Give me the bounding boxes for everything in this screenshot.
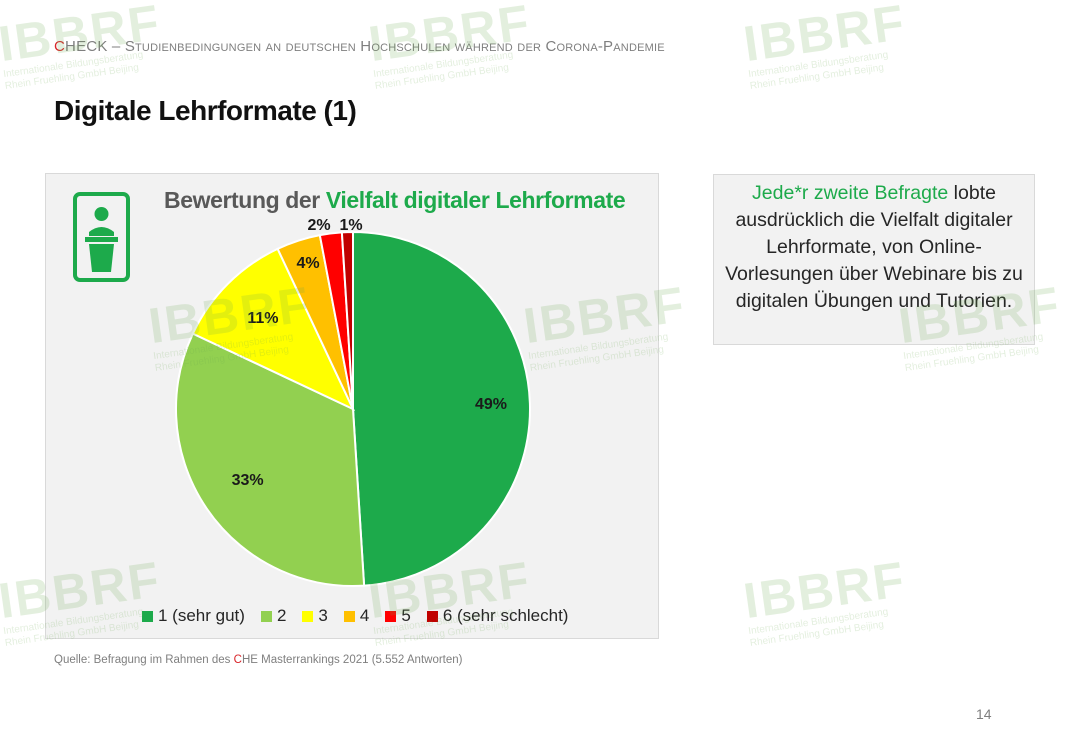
header-che: HECK (65, 38, 108, 55)
page-number: 14 (976, 706, 992, 722)
chart-panel: Bewertung der Vielfalt digitaler Lehrfor… (45, 173, 659, 639)
pie-label-2: 33% (232, 472, 264, 489)
watermark-logo: IBBRF Internationale Bildungsberatung Rh… (740, 551, 910, 649)
chart-title-highlight: Vielfalt digitaler Lehrformate (325, 187, 626, 213)
pie-chart: 49% 33% 11% 4% 2% 1% (175, 217, 531, 587)
legend-item-2: 2 (260, 606, 287, 626)
legend-item-6: 6 (sehr schlecht) (426, 606, 569, 626)
legend-label: 1 (sehr gut) (158, 606, 245, 625)
legend-swatch (385, 610, 397, 622)
source-suffix: HE Masterrankings 2021 (5.552 Antworten) (241, 654, 463, 666)
legend-label: 6 (sehr schlecht) (442, 606, 569, 625)
lectern-icon (73, 192, 130, 282)
pie-label-3: 11% (247, 310, 278, 327)
pie-label-5: 2% (307, 217, 330, 234)
legend-label: 5 (401, 606, 411, 625)
source-c: C (233, 654, 242, 666)
header-dash: – (107, 38, 125, 55)
pie-slice-3 (191, 247, 356, 412)
pie-label-1: 49% (475, 396, 507, 413)
pie-label-6: 1% (339, 217, 362, 234)
header-breadcrumb: CHECK – Studienbedingungen an deutschen … (54, 38, 665, 55)
legend-swatch (426, 610, 438, 622)
legend-swatch (343, 610, 355, 622)
pie-slice-1 (352, 230, 531, 587)
legend-swatch (260, 610, 272, 622)
pie-slice-2 (175, 332, 366, 587)
legend-item-4: 4 (343, 606, 370, 626)
header-subtitle: Studienbedingungen an deutschen Hochschu… (124, 38, 665, 55)
pie-label-4: 4% (296, 255, 319, 272)
slide-title: Digitale Lehrformate (1) (54, 95, 357, 126)
source-citation: Quelle: Befragung im Rahmen des CHE Mast… (54, 654, 463, 666)
watermark-logo: IBBRF Internationale Bildungsberatung Rh… (740, 0, 910, 92)
legend-swatch (302, 610, 314, 622)
chart-title-prefix: Bewertung der (164, 187, 326, 213)
legend-item-3: 3 (302, 606, 328, 626)
legend-label: 3 (318, 606, 328, 625)
legend-item-5: 5 (385, 606, 411, 626)
header-c: C (54, 38, 66, 55)
note-text: lobte ausdrücklich die Vielfalt digitale… (725, 182, 1023, 312)
chart-legend: 1 (sehr gut) 2 3 4 5 6 (sehr schlecht) (142, 606, 568, 626)
legend-label: 2 (276, 606, 287, 625)
legend-label: 4 (359, 606, 370, 625)
summary-note: Jede*r zweite Befragte lobte ausdrücklic… (713, 174, 1035, 345)
legend-item-1: 1 (sehr gut) (142, 606, 245, 626)
pie-slice-6 (340, 230, 354, 410)
source-prefix: Quelle: Befragung im Rahmen des (54, 654, 234, 666)
chart-title: Bewertung der Vielfalt digitaler Lehrfor… (164, 187, 626, 214)
note-highlight: Jede*r zweite Befragte (752, 182, 949, 204)
legend-swatch (142, 610, 153, 622)
